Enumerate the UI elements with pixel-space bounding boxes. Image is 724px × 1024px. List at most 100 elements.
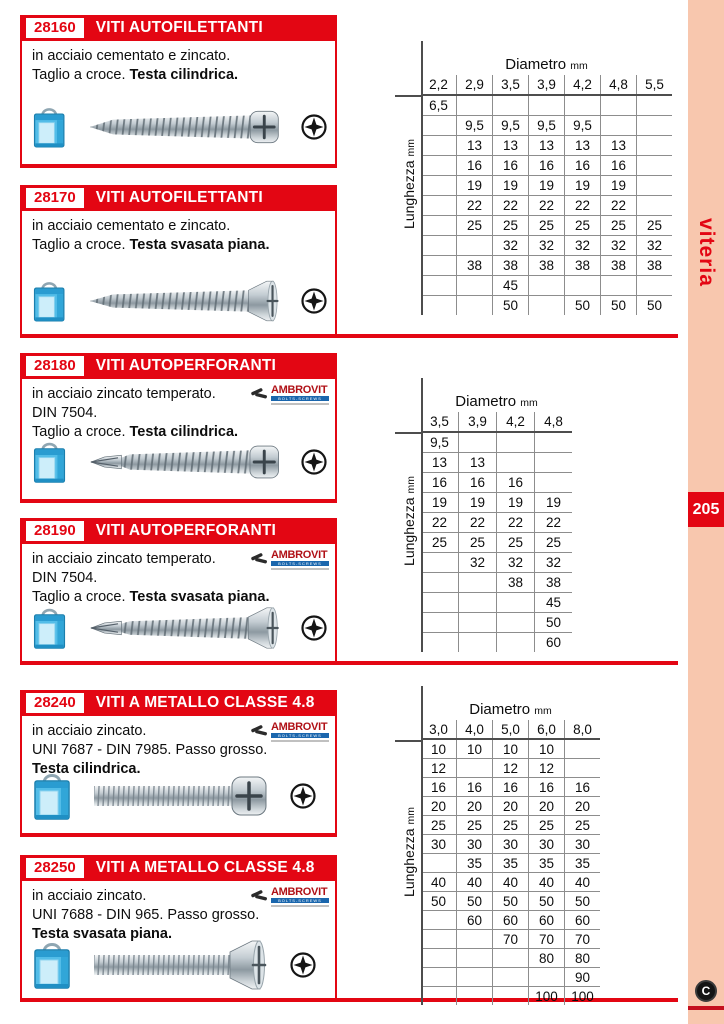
length-cell — [528, 967, 565, 987]
length-cell: 25 — [421, 815, 457, 835]
length-cell — [636, 175, 672, 196]
table-row: 35 35 35 35 — [421, 853, 600, 873]
length-cell: 16 — [528, 777, 565, 797]
description-text: DIN 7504. — [32, 405, 98, 421]
brand-name: AMBROVIT — [271, 886, 328, 898]
length-cell — [492, 967, 529, 987]
length-cell — [496, 612, 535, 633]
description-text: Taglio a croce. — [32, 589, 130, 605]
description-line: Taglio a croce. Testa svasata piana. — [32, 588, 335, 607]
brand-tagline-line — [271, 568, 329, 570]
brand-subtitle: BOLTS-SCREWS — [271, 733, 329, 738]
length-cell — [456, 295, 493, 315]
diameter-column-header: 5,5 — [636, 75, 672, 96]
section-title: VITI AUTOPERFORANTI — [95, 357, 277, 374]
length-cell: 9,5 — [564, 115, 601, 136]
brand-name: AMBROVIT — [271, 549, 328, 561]
length-axis-label: Lunghezza mm — [397, 390, 421, 652]
length-cell: 16 — [492, 155, 529, 176]
page-number-badge: 205 — [688, 492, 724, 527]
length-cell — [456, 948, 493, 968]
table-row: 16 16 16 16 16 — [421, 155, 672, 176]
dimensions-grid: 2,2 2,9 3,5 3,9 4,2 4,8 5,5 6,5 9,5 9,5 9,5 9,5 13 1… — [421, 75, 672, 315]
length-cell: 22 — [492, 195, 529, 216]
dimensions-grid: 3,5 3,9 4,2 4,8 9,5 13 13 16 16 16 19 19 19 19 22 22 22… — [421, 412, 572, 652]
table-row: 38 38 38 38 38 38 — [421, 255, 672, 276]
product-section: 28160 VITI AUTOFILETTANTI in acciaio cem… — [20, 15, 337, 168]
length-cell: 25 — [458, 532, 497, 553]
length-cell: 38 — [534, 572, 572, 593]
description-text: UNI 7687 - DIN 7985. Passo grosso. — [32, 742, 268, 758]
description-line: UNI 7687 - DIN 7985. Passo grosso. — [32, 741, 335, 760]
length-cell — [534, 432, 572, 453]
length-cell: 50 — [492, 891, 529, 911]
length-cell: 30 — [528, 834, 565, 854]
length-cell — [421, 295, 457, 315]
length-cell: 25 — [456, 215, 493, 236]
product-description: in acciaio zincato temperato. DIN 7504. Ta… — [22, 544, 335, 607]
description-line: DIN 7504. — [32, 404, 335, 423]
product-image-row — [32, 599, 329, 657]
table-row: 16 16 16 — [421, 472, 572, 493]
length-cell: 32 — [492, 235, 529, 256]
description-text: in acciaio cementato e zincato. — [32, 218, 231, 234]
table-row: 60 — [421, 632, 572, 652]
length-cell: 12 — [528, 758, 565, 778]
diameter-column-header: 4,8 — [534, 412, 572, 433]
description-line: Taglio a croce. Testa cilindrica. — [32, 423, 335, 442]
table-row: 25 25 25 25 25 — [421, 815, 600, 835]
dimensions-grid: 3,0 4,0 5,0 6,0 8,0 10 10 10 10 12 12 12 16 16 16 16 16… — [421, 720, 600, 1005]
length-cell: 22 — [458, 512, 497, 533]
length-cell — [421, 967, 457, 987]
length-cell: 10 — [456, 739, 493, 759]
product-code: 28180 — [26, 356, 84, 376]
length-label: Lunghezza — [401, 827, 417, 897]
table-row: 13 13 — [421, 452, 572, 473]
length-cell — [636, 115, 672, 136]
length-cell — [458, 592, 497, 613]
description-line: Taglio a croce. Testa cilindrica. — [32, 66, 335, 85]
description-text: Taglio a croce. — [32, 67, 130, 83]
product-image-row — [32, 767, 329, 825]
description-bold-text: Testa cilindrica. — [129, 67, 239, 83]
product-section: 28170 VITI AUTOFILETTANTI in acciaio cem… — [20, 185, 337, 338]
section-header: 28180 VITI AUTOPERFORANTI — [20, 353, 337, 379]
length-cell — [421, 155, 457, 176]
diameter-column-header: 3,5 — [492, 75, 529, 96]
length-cell: 35 — [528, 853, 565, 873]
length-cell: 40 — [421, 872, 457, 892]
table-row: 30 30 30 30 30 — [421, 834, 600, 854]
length-cell — [564, 739, 600, 759]
length-cell — [421, 115, 457, 136]
package-icon — [33, 442, 66, 483]
length-cell: 70 — [528, 929, 565, 949]
product-code: 28240 — [26, 693, 84, 713]
length-cell — [496, 592, 535, 613]
brand-name: AMBROVIT — [271, 384, 328, 396]
length-cell: 20 — [421, 796, 457, 816]
length-cell — [528, 95, 565, 116]
flat-head-tapping-screw-icon — [90, 280, 279, 322]
length-cell: 13 — [492, 135, 529, 156]
brand-subtitle: BOLTS-SCREWS — [271, 561, 329, 566]
length-axis-label: Lunghezza mm — [397, 53, 421, 315]
length-cell: 60 — [534, 632, 572, 652]
description-bold-text: Testa svasata piana. — [129, 589, 270, 605]
length-cell: 50 — [564, 295, 601, 315]
table-row: 10 10 10 10 — [421, 739, 600, 759]
length-cell: 70 — [564, 929, 600, 949]
ambrovit-logo: AMBROVIT BOLTS-SCREWS — [250, 385, 329, 405]
length-cell — [636, 155, 672, 176]
size-table: Lunghezza mm Diametro mm 3,0 4,0 5,0 6,0 8,0… — [395, 686, 600, 1005]
product-code: 28190 — [26, 521, 84, 541]
length-cell — [421, 572, 459, 593]
length-cell: 22 — [421, 512, 459, 533]
length-cell: 32 — [636, 235, 672, 256]
length-cell — [456, 929, 493, 949]
length-cell: 20 — [492, 796, 529, 816]
table-row: 9,5 — [421, 432, 572, 453]
length-cell: 10 — [528, 739, 565, 759]
table-row: 70 70 70 — [421, 929, 600, 949]
length-cell: 32 — [564, 235, 601, 256]
section-body: in acciaio zincato temperato. DIN 7504. Ta… — [22, 379, 335, 499]
